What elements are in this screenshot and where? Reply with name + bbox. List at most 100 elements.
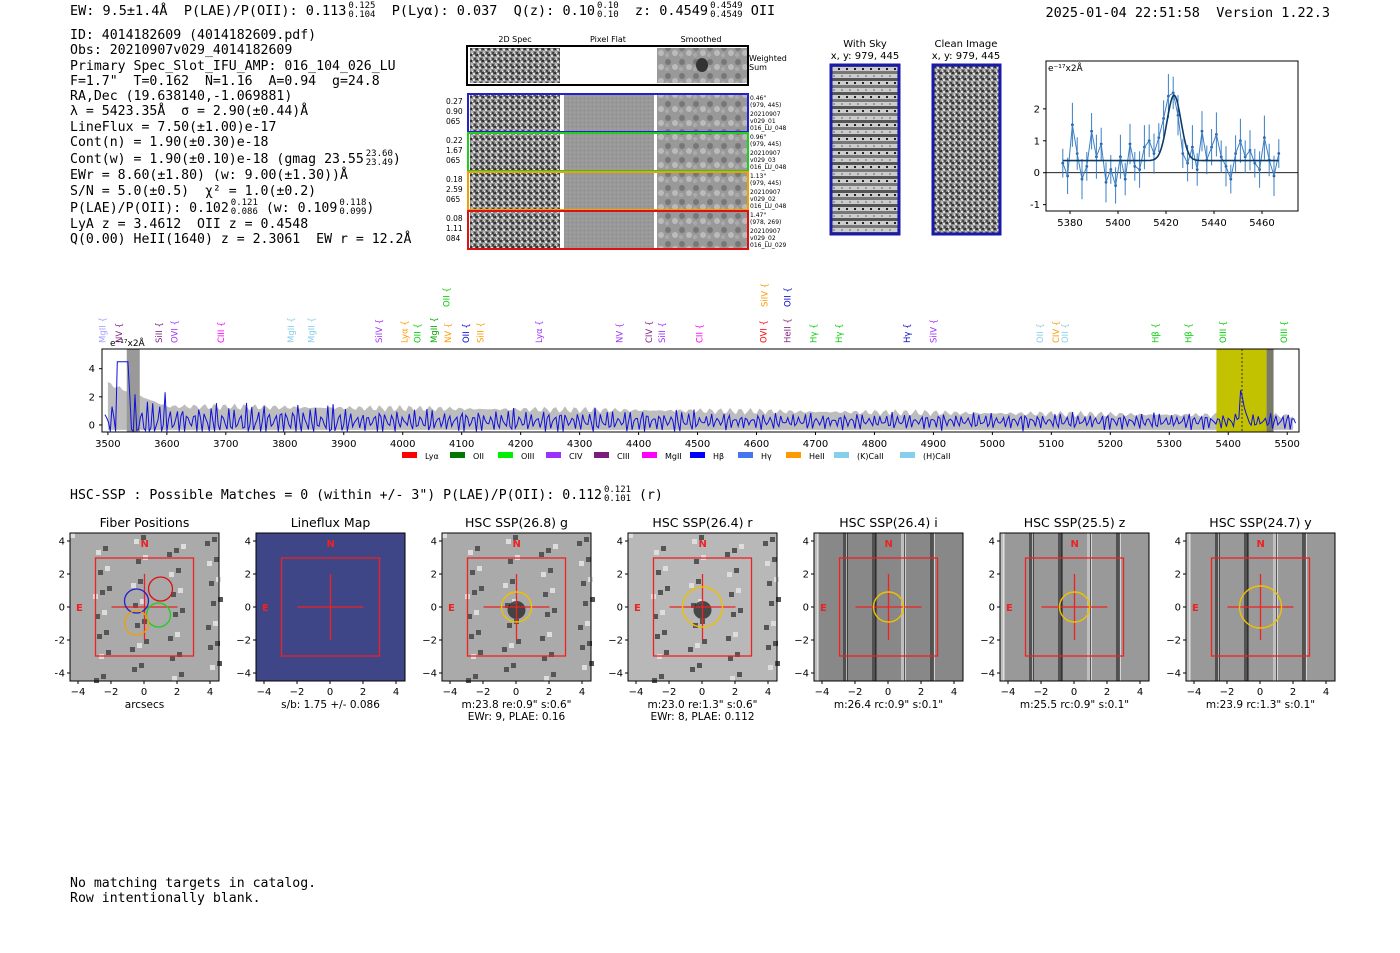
legend-swatch <box>786 452 801 458</box>
east-label: E <box>634 603 641 614</box>
stripe <box>814 533 819 681</box>
hsc-xtick-label: 4 <box>765 687 771 698</box>
pixel <box>586 557 591 562</box>
pixel <box>133 603 138 608</box>
legend-swatch <box>546 452 561 458</box>
pixel <box>508 559 513 564</box>
east-label: E <box>76 603 83 614</box>
pixel <box>660 610 665 615</box>
hsc-xtick-label: −4 <box>1001 687 1016 698</box>
pixel <box>690 667 695 672</box>
legend-swatch <box>738 452 753 458</box>
pixel <box>691 603 696 608</box>
hsc-xtick-label: −4 <box>815 687 830 698</box>
full-xtick-label: 5100 <box>1039 439 1064 450</box>
hsc-xtick-label: 2 <box>1290 687 1296 698</box>
pixel <box>141 535 146 540</box>
info-contn: Cont(n) = 1.90(±0.30)e-18 <box>70 135 269 151</box>
with-sky-image <box>829 63 901 236</box>
hsc-xtick-label: −2 <box>662 687 677 698</box>
pixel <box>70 533 75 538</box>
pixel <box>212 537 217 542</box>
aperture-box <box>94 557 195 657</box>
pixel <box>587 641 592 646</box>
north-label: N <box>699 539 707 550</box>
hsc-xtick-label: −4 <box>629 687 644 698</box>
info-contw: Cont(w) = 1.90(±0.10)e-18 (gmag 23.55 <box>70 152 364 168</box>
hsc-ytick-label: −4 <box>980 669 995 680</box>
line-label: Hγ { <box>903 323 913 343</box>
line-label: NV { <box>444 323 454 343</box>
info-lambda: λ = 5423.35Å σ = 2.90(±0.44)Å <box>70 104 309 120</box>
legend-label: Hβ <box>713 452 724 461</box>
line-label: OIII { <box>1280 321 1290 343</box>
col-2d-label: 2D Spec <box>498 35 531 44</box>
pixel <box>468 550 473 555</box>
hsc-xtick-label: −4 <box>443 687 458 698</box>
info-id: ID: 4014182609 (4014182609.pdf) <box>70 28 317 43</box>
line-label: Hβ { <box>1185 323 1195 343</box>
header-right: 2025-01-04 22:51:58 Version 1.22.3 <box>1046 5 1331 21</box>
full-xtick-label: 5000 <box>980 439 1005 450</box>
gmag-hi: 23.60 <box>365 149 393 160</box>
pixel <box>513 535 518 540</box>
hsc-ytick-label: 4 <box>1175 537 1181 548</box>
pixel <box>767 581 772 586</box>
cutout-2d-image <box>470 212 560 248</box>
pixel <box>725 552 730 557</box>
plae-hi: 0.125 <box>348 1 376 11</box>
pixel <box>578 625 583 630</box>
pixel <box>697 663 702 668</box>
pixel <box>172 676 177 681</box>
line-label: CIV { <box>1052 321 1062 343</box>
plae2-w-lo: 0.099 <box>339 206 367 217</box>
hsc-panel: HSC SSP(24.7) y N E −4 −4 −2 −2 0 0 2 2 4 4 m:23.9 rc… <box>1166 515 1336 711</box>
pixel <box>773 641 778 646</box>
line-label: SiIV { <box>929 319 939 343</box>
pixel <box>105 566 110 571</box>
full-xtick-label: 3500 <box>95 439 120 450</box>
zoom-ytick-label: 2 <box>1034 104 1040 115</box>
z-line: OII <box>750 3 776 19</box>
hsc-ytick-label: −2 <box>55 636 65 647</box>
hsc-caption-1: m:23.9 rc:1.3" s:0.1" <box>1206 699 1315 711</box>
masked-region <box>126 349 140 432</box>
pixel <box>97 634 102 639</box>
legend-label: (K)CaII <box>857 452 884 461</box>
stripe <box>1186 533 1191 681</box>
legend-label: (H)CaII <box>923 452 950 461</box>
cutout-left-3: 084 <box>446 234 461 243</box>
pixel <box>702 639 707 644</box>
legend-swatch <box>450 452 465 458</box>
plae2-lo: 0.086 <box>230 206 258 217</box>
line-label: OVI { <box>760 320 770 343</box>
pixel <box>543 592 548 597</box>
footer-line1: No matching targets in catalog. <box>70 876 317 891</box>
pixel <box>549 652 554 657</box>
fiber-cutouts: 2D Spec Pixel Flat Smoothed Weighted Sum… <box>446 35 787 250</box>
pixel <box>168 636 173 641</box>
pixel <box>735 652 740 657</box>
zoom-point <box>1277 152 1281 155</box>
cutout-right-2: (979, 445) <box>750 102 781 109</box>
hsc-lo: 0.101 <box>603 494 632 504</box>
pixel <box>584 537 589 542</box>
pixel <box>169 572 174 577</box>
legend-swatch <box>900 452 915 458</box>
hsc-panel: HSC SSP(26.4) r N E −4 −4 −2 −2 0 0 2 2 4 4 m:23.0 re… <box>608 515 781 723</box>
hsc-caption-1: m:23.0 re:1.3" s:0.6" <box>648 699 758 711</box>
hsc-ytick-label: 2 <box>245 570 251 581</box>
pixel <box>511 663 516 668</box>
line-label: MgII { <box>287 317 297 343</box>
full-xtick-label: 4300 <box>567 439 592 450</box>
east-label: E <box>1192 603 1199 614</box>
hsc-ytick-label: 0 <box>431 603 437 614</box>
hsc-xtick-label: 2 <box>546 687 552 698</box>
pixel <box>628 533 633 538</box>
stripe <box>843 533 846 681</box>
line-label: OII { <box>1036 323 1046 343</box>
legend-swatch <box>594 452 609 458</box>
cutout-smooth-image <box>657 134 747 170</box>
pixel <box>474 610 479 615</box>
version: Version 1.22.3 <box>1216 5 1330 21</box>
